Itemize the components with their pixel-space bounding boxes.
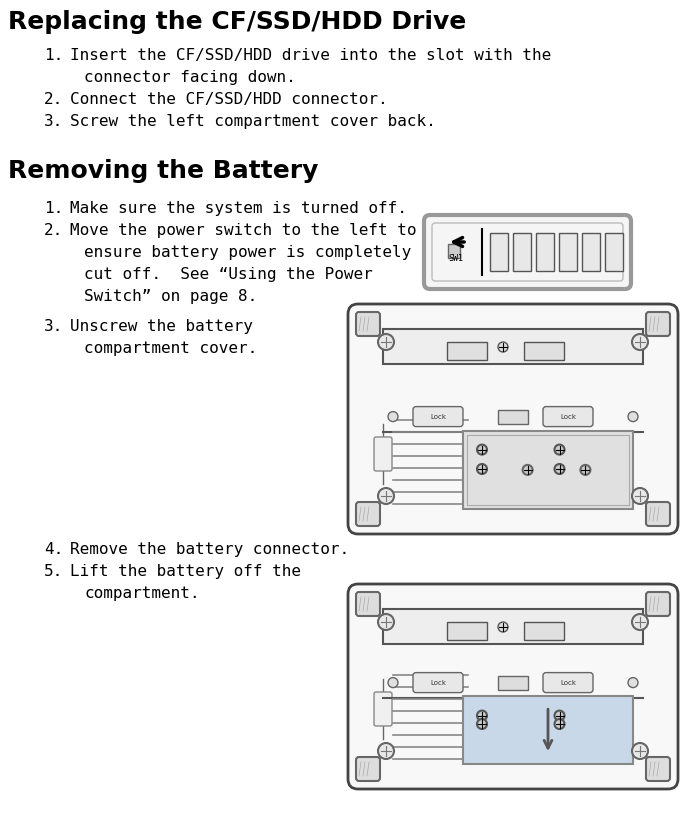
Text: cut off.  See “Using the Power: cut off. See “Using the Power: [84, 267, 373, 282]
Bar: [448, 244, 460, 258]
Circle shape: [498, 622, 508, 632]
Text: 1.: 1.: [44, 48, 63, 63]
Text: Make sure the system is turned off.: Make sure the system is turned off.: [70, 201, 407, 216]
Text: Connect the CF/SSD/HDD connector.: Connect the CF/SSD/HDD connector.: [70, 92, 388, 107]
Circle shape: [378, 334, 394, 350]
Circle shape: [628, 677, 638, 687]
FancyBboxPatch shape: [413, 407, 463, 426]
Bar: [605, 233, 623, 271]
Bar: [463, 696, 633, 764]
Circle shape: [477, 464, 487, 474]
Text: Lock: Lock: [430, 414, 446, 420]
FancyBboxPatch shape: [356, 757, 380, 781]
Text: Lock: Lock: [560, 680, 576, 686]
Bar: [559, 233, 577, 271]
Bar: [513, 233, 531, 271]
Text: Switch” on page 8.: Switch” on page 8.: [84, 289, 257, 304]
Text: 1.: 1.: [44, 201, 63, 216]
FancyBboxPatch shape: [646, 502, 670, 526]
Circle shape: [581, 465, 590, 475]
Text: Removing the Battery: Removing the Battery: [8, 159, 318, 183]
Circle shape: [378, 743, 394, 759]
Text: SW1: SW1: [448, 254, 463, 263]
Text: 5.: 5.: [44, 564, 63, 579]
Text: Move the power switch to the left to: Move the power switch to the left to: [70, 223, 417, 238]
Bar: [524, 342, 564, 360]
Circle shape: [498, 342, 508, 352]
FancyBboxPatch shape: [356, 502, 380, 526]
Circle shape: [378, 488, 394, 504]
Circle shape: [628, 412, 638, 421]
FancyBboxPatch shape: [356, 312, 380, 336]
FancyBboxPatch shape: [646, 592, 670, 616]
Circle shape: [477, 710, 487, 721]
Text: compartment cover.: compartment cover.: [84, 341, 257, 356]
Circle shape: [632, 743, 648, 759]
Bar: [446, 622, 486, 640]
Bar: [383, 329, 643, 364]
FancyBboxPatch shape: [646, 312, 670, 336]
Bar: [446, 342, 486, 360]
Circle shape: [554, 444, 565, 454]
Text: 3.: 3.: [44, 319, 63, 334]
Text: Remove the battery connector.: Remove the battery connector.: [70, 542, 349, 557]
Circle shape: [477, 444, 487, 454]
Text: Insert the CF/SSD/HDD drive into the slot with the: Insert the CF/SSD/HDD drive into the slo…: [70, 48, 552, 63]
Text: Lift the battery off the: Lift the battery off the: [70, 564, 301, 579]
Text: Lock: Lock: [560, 414, 576, 420]
Text: 4.: 4.: [44, 542, 63, 557]
Bar: [582, 233, 600, 271]
Text: ensure battery power is completely: ensure battery power is completely: [84, 245, 411, 260]
FancyBboxPatch shape: [413, 672, 463, 693]
Circle shape: [522, 465, 533, 475]
Circle shape: [632, 614, 648, 630]
Bar: [524, 622, 564, 640]
Bar: [536, 233, 554, 271]
Text: 3.: 3.: [44, 114, 63, 129]
FancyBboxPatch shape: [543, 407, 593, 426]
Circle shape: [632, 488, 648, 504]
Text: 2.: 2.: [44, 92, 63, 107]
Circle shape: [477, 719, 487, 729]
FancyBboxPatch shape: [424, 215, 631, 289]
Text: connector facing down.: connector facing down.: [84, 70, 295, 85]
FancyBboxPatch shape: [348, 584, 678, 789]
FancyBboxPatch shape: [374, 692, 392, 726]
FancyBboxPatch shape: [356, 592, 380, 616]
Circle shape: [632, 334, 648, 350]
FancyBboxPatch shape: [374, 437, 392, 471]
Circle shape: [378, 614, 394, 630]
Circle shape: [554, 464, 565, 474]
FancyBboxPatch shape: [646, 757, 670, 781]
Text: Unscrew the battery: Unscrew the battery: [70, 319, 253, 334]
FancyBboxPatch shape: [543, 672, 593, 693]
Bar: [383, 609, 643, 644]
Bar: [463, 430, 633, 509]
Bar: [498, 676, 528, 690]
Text: compartment.: compartment.: [84, 586, 199, 601]
Bar: [498, 410, 528, 424]
Circle shape: [388, 677, 398, 687]
Circle shape: [388, 412, 398, 421]
FancyBboxPatch shape: [348, 304, 678, 534]
Text: Lock: Lock: [430, 680, 446, 686]
Bar: [490, 233, 508, 271]
Text: Replacing the CF/SSD/HDD Drive: Replacing the CF/SSD/HDD Drive: [8, 10, 466, 34]
Text: Screw the left compartment cover back.: Screw the left compartment cover back.: [70, 114, 436, 129]
Circle shape: [554, 719, 565, 729]
Text: 2.: 2.: [44, 223, 63, 238]
Circle shape: [554, 710, 565, 721]
Bar: [467, 435, 629, 505]
